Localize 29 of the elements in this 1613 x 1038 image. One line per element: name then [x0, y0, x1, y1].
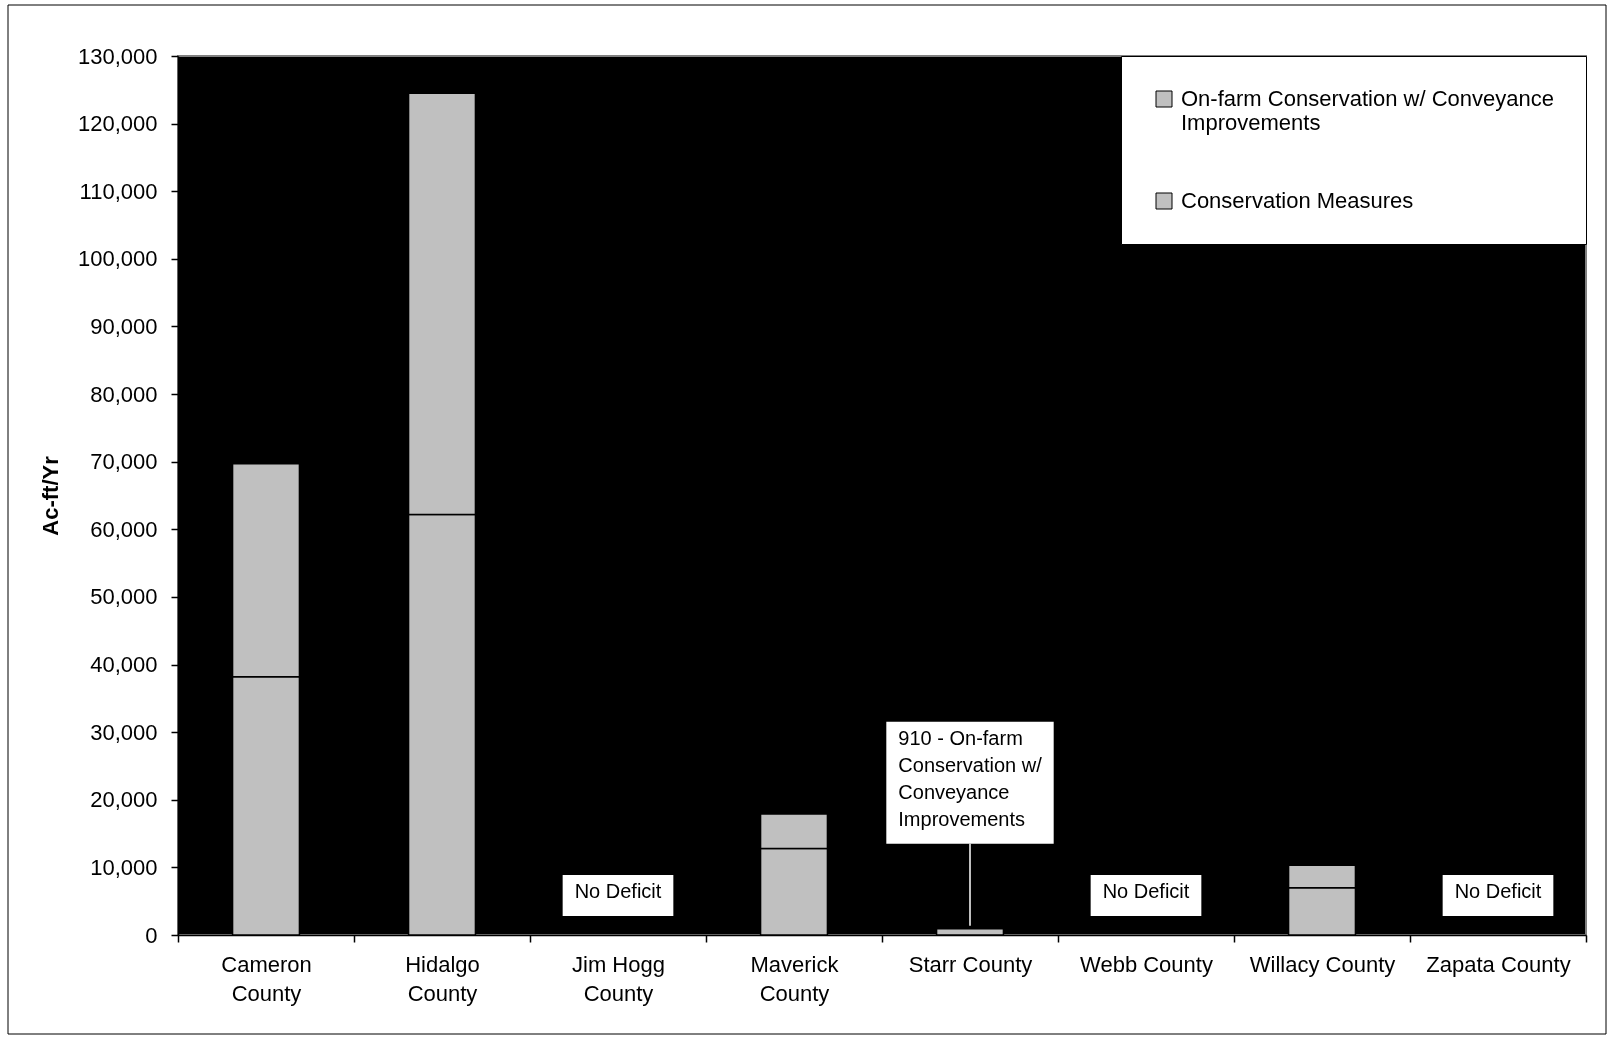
- y-axis-title: Ac-ft/Yr: [37, 455, 63, 536]
- annotation: No Deficit: [574, 880, 662, 902]
- annotation: 910 - On-farm Conservation w/ Conveyance Improvements: [898, 726, 1043, 830]
- annotation: No Deficit: [1454, 880, 1542, 902]
- y-tick-label: 80,000: [90, 381, 158, 407]
- y-tick-label: 40,000: [90, 652, 158, 678]
- x-tick-label: Webb County: [1080, 951, 1213, 977]
- y-tick-label: 110,000: [79, 178, 158, 204]
- y-tick-label: 30,000: [90, 719, 158, 745]
- legend-label: On-farm Conservation w/ Conveyance Improvements: [1181, 86, 1554, 135]
- y-tick-label: 20,000: [90, 787, 158, 813]
- y-tick-label: 120,000: [77, 111, 158, 137]
- x-tick-label: Starr County: [908, 951, 1033, 977]
- x-tick-label: Willacy County: [1249, 951, 1396, 977]
- y-tick-label: 0: [145, 922, 158, 948]
- y-tick-label: 90,000: [90, 313, 158, 339]
- x-tick-label: Hidalgo County: [405, 951, 480, 1006]
- x-tick-label: Jim Hogg County: [572, 951, 665, 1006]
- y-tick-label: 130,000: [77, 43, 158, 69]
- y-tick-label: 70,000: [90, 449, 158, 475]
- y-tick-label: 10,000: [90, 854, 158, 880]
- x-tick-label: Maverick County: [750, 951, 840, 1006]
- annotation: No Deficit: [1102, 880, 1190, 902]
- x-tick-label: Zapata County: [1426, 951, 1571, 977]
- y-tick-label: 100,000: [77, 246, 158, 272]
- x-tick-label: Cameron County: [221, 951, 312, 1006]
- y-tick-label: 60,000: [90, 516, 158, 542]
- y-tick-label: 50,000: [90, 584, 158, 610]
- legend-label: Conservation Measures: [1181, 188, 1414, 213]
